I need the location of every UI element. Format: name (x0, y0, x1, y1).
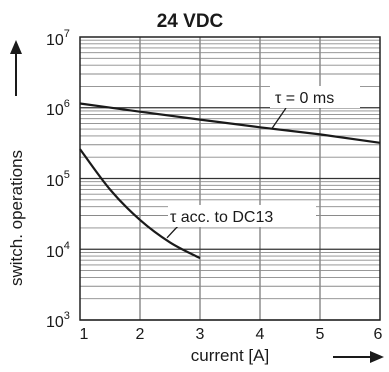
y-tick-label: 103 (46, 310, 70, 331)
series-leader-dc13 (166, 225, 179, 239)
x-tick-labels: 1 2 3 4 5 6 (80, 326, 383, 343)
y-axis-label: switch. operations (7, 150, 26, 286)
series-label-tau-0-text: τ = 0 ms (275, 90, 334, 107)
x-axis-label: current [A] (191, 346, 269, 365)
y-axis-arrow (10, 40, 22, 96)
x-tick-label: 5 (316, 326, 325, 343)
chart-title: 24 VDC (157, 11, 224, 32)
x-tick-label: 6 (374, 326, 383, 343)
y-tick-label: 107 (46, 28, 70, 49)
y-tick-labels: 103 104 105 106 107 (46, 28, 70, 331)
x-tick-label: 3 (196, 326, 205, 343)
series-line-tau-0 (79, 102, 381, 144)
x-axis-arrow (333, 351, 384, 363)
series-label-dc13: τ acc. to DC13 (168, 205, 316, 227)
series-layer (79, 102, 381, 260)
y-tick-label: 104 (46, 240, 70, 261)
x-tick-label: 4 (256, 326, 265, 343)
y-tick-label: 106 (46, 98, 70, 119)
series-label-dc13-text: τ acc. to DC13 (170, 209, 273, 226)
x-tick-label: 2 (136, 326, 145, 343)
x-tick-label: 1 (80, 326, 89, 343)
y-tick-label: 105 (46, 169, 70, 190)
plot-frame (79, 36, 381, 321)
grid (79, 37, 381, 321)
series-line-dc13 (79, 148, 201, 260)
series-label-tau-0: τ = 0 ms (270, 86, 360, 108)
series-leader-tau-0 (271, 107, 287, 129)
